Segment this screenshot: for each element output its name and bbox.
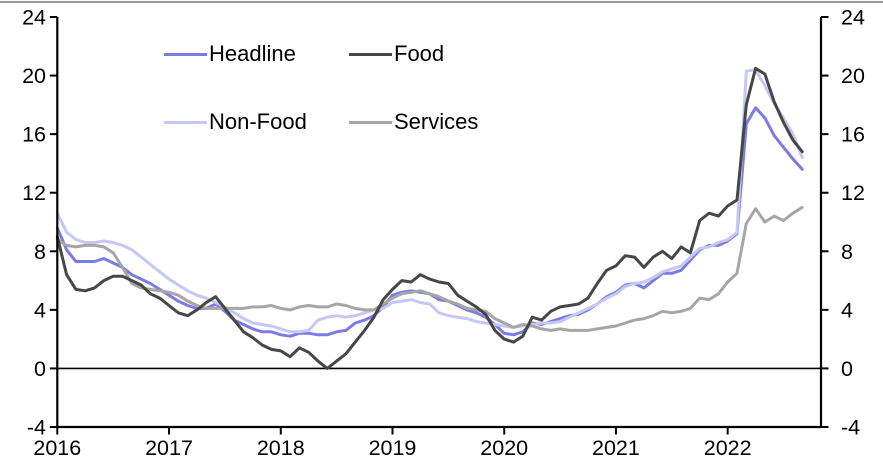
y-axis-label-left: 0 bbox=[34, 357, 46, 381]
series-line-headline bbox=[55, 106, 804, 338]
top-border-rule bbox=[0, 1, 883, 3]
series-line-services bbox=[55, 205, 804, 332]
x-axis-year-label: 2016 bbox=[33, 436, 81, 460]
y-axis-label-right: 12 bbox=[841, 181, 865, 205]
y-axis-label-right: 4 bbox=[841, 298, 853, 322]
x-axis-year-label: 2019 bbox=[369, 436, 417, 460]
series-line-non-food bbox=[55, 68, 804, 334]
y-axis-label-right: 20 bbox=[841, 64, 865, 88]
x-axis-year-label: 2020 bbox=[480, 436, 528, 460]
x-axis-year-label: 2022 bbox=[704, 436, 752, 460]
y-axis-label-left: 4 bbox=[34, 298, 46, 322]
y-axis-label-left: 16 bbox=[22, 123, 46, 147]
y-axis-label-right: 24 bbox=[841, 6, 865, 30]
x-axis-year-label: 2017 bbox=[145, 436, 193, 460]
x-axis-year-label: 2021 bbox=[592, 436, 640, 460]
y-axis-label-right: 0 bbox=[841, 357, 853, 381]
y-axis-label-left: 12 bbox=[22, 181, 46, 205]
y-axis-label-left: 20 bbox=[22, 64, 46, 88]
x-axis-year-label: 2018 bbox=[257, 436, 305, 460]
y-axis-label-right: 8 bbox=[841, 240, 853, 264]
y-axis-label-left: 8 bbox=[34, 240, 46, 264]
y-axis-label-left: 24 bbox=[22, 6, 46, 30]
series-line-food bbox=[55, 66, 804, 370]
y-axis-label-right: 16 bbox=[841, 123, 865, 147]
y-axis-label-right: -4 bbox=[841, 416, 860, 440]
y-axis-label-left: -4 bbox=[27, 416, 46, 440]
